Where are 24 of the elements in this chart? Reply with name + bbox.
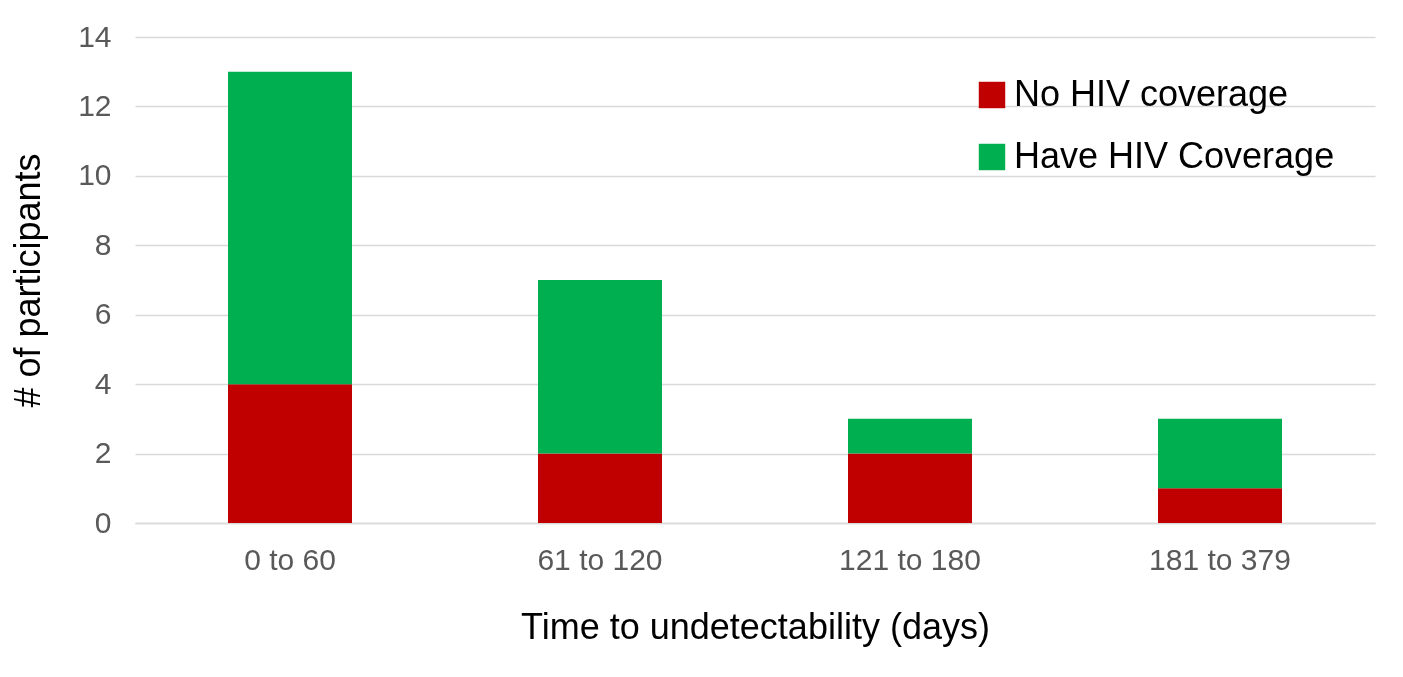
bar xyxy=(228,384,352,523)
x-axis-title: Time to undetectability (days) xyxy=(521,605,990,647)
x-tick-label: 121 to 180 xyxy=(839,542,981,576)
x-tick-label: 0 to 60 xyxy=(244,542,336,576)
y-tick-label: 8 xyxy=(94,227,112,261)
bar xyxy=(228,71,352,385)
y-tick-label: 14 xyxy=(78,19,112,53)
y-tick-label: 10 xyxy=(78,158,112,192)
y-tick-label: 4 xyxy=(94,366,112,400)
x-tick-label: 61 to 120 xyxy=(537,542,663,576)
legend-label: Have HIV Coverage xyxy=(1014,135,1335,176)
y-tick-label: 6 xyxy=(94,297,112,331)
bar xyxy=(538,280,662,454)
y-tick-label: 0 xyxy=(94,505,112,539)
bar xyxy=(848,453,972,523)
bar xyxy=(538,453,662,523)
y-tick-label: 12 xyxy=(78,88,112,122)
legend-label: No HIV coverage xyxy=(1014,73,1289,114)
bar xyxy=(848,418,972,454)
bar xyxy=(1158,488,1282,523)
bar xyxy=(1158,418,1282,489)
y-tick-label: 2 xyxy=(94,436,112,470)
x-tick-label: 181 to 379 xyxy=(1149,542,1291,576)
y-axis-title: # of participants xyxy=(7,153,49,408)
